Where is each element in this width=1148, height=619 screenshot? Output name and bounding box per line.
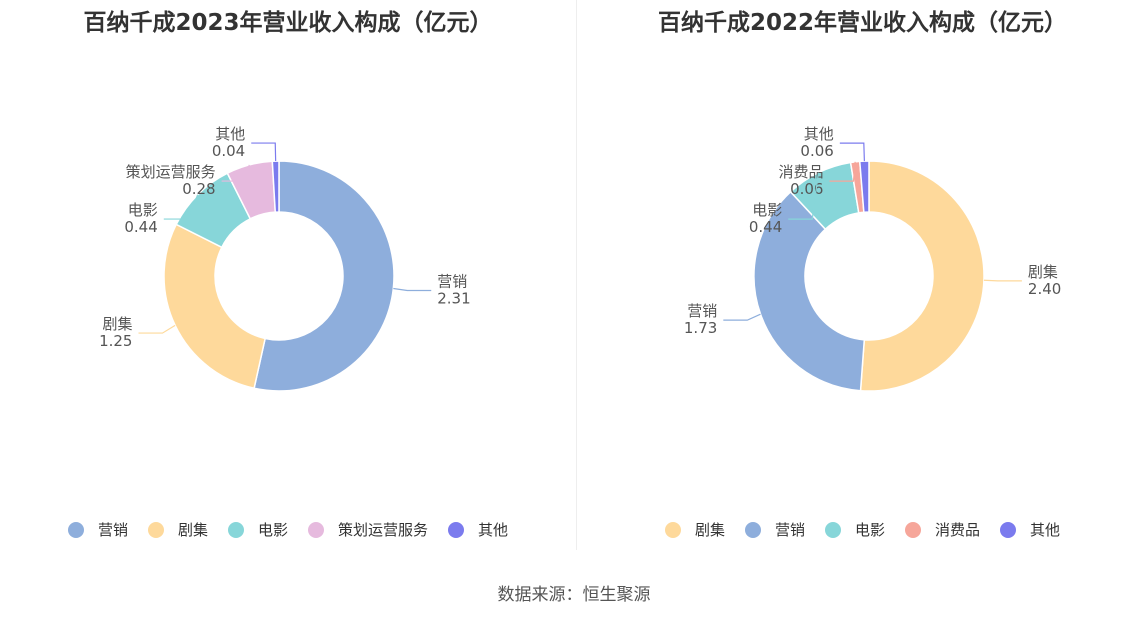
legend-color-dot: [227, 521, 244, 538]
legend-item[interactable]: 其他: [448, 519, 508, 540]
slice-value-label: 1.25: [99, 332, 132, 350]
legend-2022: 剧集 营销 电影 消费品 其他: [577, 519, 1148, 540]
panel-divider: [576, 0, 577, 550]
chart-2022: 百纳千成2022年营业收入构成（亿元） 剧集 2.40 其他 0.06 消费品 0.06 电…: [577, 0, 1148, 560]
slice-category-label: 剧集: [1028, 263, 1058, 281]
legend-color-dot: [664, 521, 681, 538]
slice-value-label: 2.31: [437, 289, 470, 307]
slice-category-label: 策划运营服务: [126, 163, 216, 181]
donut-slice[interactable]: [271, 160, 280, 213]
legend-color-dot: [147, 521, 164, 538]
slice-value-label: 0.44: [749, 218, 782, 236]
legend-label: 其他: [1030, 521, 1061, 539]
legend-label: 剧集: [177, 521, 208, 539]
legend-label: 电影: [854, 521, 885, 539]
slice-category-label: 营销: [687, 302, 717, 320]
slice-category-label: 其他: [215, 125, 245, 143]
legend-2023: 营销 剧集 电影 策划运营服务 其他: [0, 519, 576, 540]
legend-color-dot: [905, 521, 921, 538]
leader-line: [163, 194, 199, 220]
legend-color-dot: [308, 521, 324, 538]
legend-item[interactable]: 策划运营服务: [308, 519, 428, 540]
legend-item[interactable]: 消费品: [905, 519, 980, 540]
leader-line: [138, 324, 176, 334]
legend-label: 其他: [478, 521, 509, 539]
legend-color-dot: [67, 521, 84, 538]
slice-value-label: 2.40: [1028, 280, 1061, 298]
legend-label: 营销: [97, 521, 128, 539]
leader-line: [393, 287, 432, 292]
legend-label: 剧集: [694, 521, 725, 539]
slice-category-label: 消费品: [778, 163, 823, 181]
legend-label: 消费品: [935, 521, 981, 539]
chart-2023: 百纳千成2023年营业收入构成（亿元） 营销 2.31 其他 0.04 策划运营服务 0.…: [0, 0, 576, 560]
leader-line: [983, 279, 1022, 282]
donut-slice[interactable]: [859, 160, 985, 392]
legend-item[interactable]: 电影: [824, 519, 885, 540]
leader-line: [221, 164, 250, 182]
legend-label: 电影: [257, 521, 288, 539]
donut-slice[interactable]: [163, 223, 267, 390]
slice-value-label: 0.44: [124, 218, 157, 236]
leader-line: [251, 142, 277, 162]
leader-line: [723, 313, 761, 321]
legend-item[interactable]: 其他: [1000, 519, 1060, 540]
legend-color-dot: [448, 521, 465, 538]
slice-value-label: 0.04: [212, 142, 245, 160]
legend-item[interactable]: 剧集: [147, 519, 208, 540]
slice-value-label: 0.06: [790, 180, 823, 198]
slice-value-label: 0.28: [182, 180, 215, 198]
slice-category-label: 电影: [128, 201, 158, 219]
leader-line: [788, 172, 820, 220]
slice-category-label: 剧集: [102, 315, 132, 333]
slice-value-label: 0.06: [800, 142, 833, 160]
legend-item[interactable]: 营销: [67, 519, 128, 540]
legend-color-dot: [824, 521, 841, 538]
donut-slice[interactable]: [253, 160, 395, 392]
donut-slice[interactable]: [858, 160, 870, 214]
legend-color-dot: [1000, 521, 1017, 538]
chart-title: 百纳千成2022年营业收入构成（亿元）: [657, 10, 1067, 36]
slice-value-label: 1.73: [684, 319, 717, 337]
donut-slice[interactable]: [753, 190, 866, 392]
legend-color-dot: [744, 521, 761, 538]
legend-item[interactable]: 营销: [744, 519, 805, 540]
leader-line: [829, 161, 856, 182]
slice-category-label: 其他: [804, 125, 834, 143]
chart-title: 百纳千成2023年营业收入构成（亿元）: [83, 10, 493, 36]
legend-label: 策划运营服务: [338, 521, 429, 539]
legend-item[interactable]: 电影: [227, 519, 288, 540]
slice-category-label: 营销: [437, 272, 467, 290]
leader-line: [839, 142, 865, 162]
legend-item[interactable]: 剧集: [664, 519, 725, 540]
legend-label: 营销: [774, 521, 805, 539]
data-source-note: 数据来源：恒生聚源: [497, 585, 651, 605]
slice-category-label: 电影: [752, 201, 782, 219]
